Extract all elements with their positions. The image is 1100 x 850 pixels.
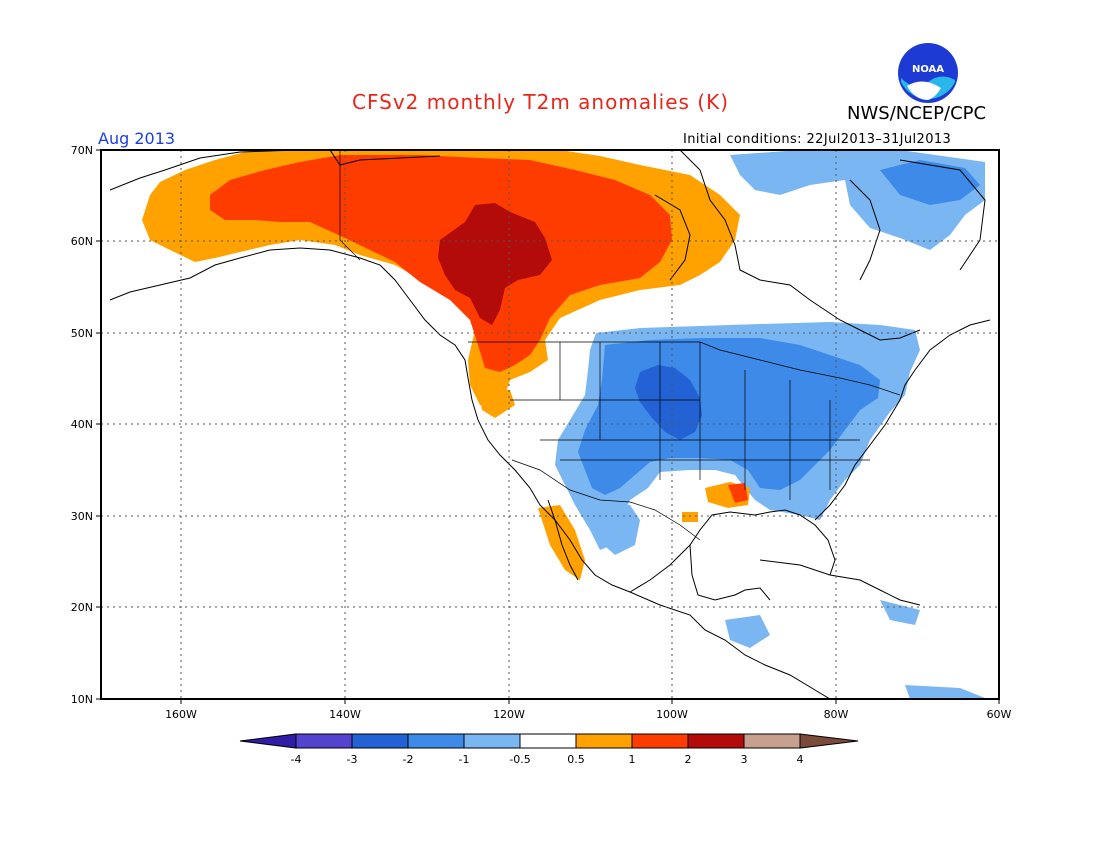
colorbar-segment <box>631 733 689 749</box>
colorbar-label: 4 <box>797 753 804 766</box>
lat-axis: 70N 60N 50N 40N 30N 20N 10N <box>71 144 101 706</box>
noaa-logo-icon: NOAA <box>898 43 958 103</box>
colorbar-label: 2 <box>685 753 692 766</box>
colorbar-label: 0.5 <box>567 753 585 766</box>
colorbar-label: -4 <box>291 753 302 766</box>
lon-label: 120W <box>493 708 525 721</box>
colorbar-segment <box>575 733 633 749</box>
colorbar-label: -0.5 <box>509 753 530 766</box>
lon-label: 100W <box>656 708 688 721</box>
lon-label: 60W <box>987 708 1012 721</box>
colorbar-label: -3 <box>347 753 358 766</box>
lon-axis: 160W 140W 120W 100W 80W 60W <box>165 699 1012 721</box>
colorbar-segment <box>295 733 353 749</box>
colorbar-label: 1 <box>629 753 636 766</box>
colorbar-low-arrow <box>239 733 297 749</box>
colorbar-label: -1 <box>459 753 470 766</box>
lat-label: 70N <box>71 144 93 157</box>
lon-label: 160W <box>165 708 197 721</box>
lat-label: 20N <box>71 601 93 614</box>
colorbar-high-arrow <box>799 733 859 749</box>
colorbar-segment <box>407 733 465 749</box>
political-borders <box>339 150 901 541</box>
lon-label: 140W <box>329 708 361 721</box>
lat-lon-grid <box>101 150 999 699</box>
svg-text:NOAA: NOAA <box>912 64 944 75</box>
colorbar-segment <box>463 733 521 749</box>
colorbar-segment <box>351 733 409 749</box>
colorbar-label: 3 <box>741 753 748 766</box>
canada-core-warm-region <box>438 203 552 325</box>
colorbar-segment <box>519 733 577 749</box>
colorbar <box>239 733 859 749</box>
coastlines <box>109 150 991 699</box>
colorbar-labels: -4 -3 -2 -1 -0.5 0.5 1 2 3 4 <box>291 753 804 766</box>
lat-label: 10N <box>71 693 93 706</box>
lat-label: 60N <box>71 235 93 248</box>
lon-label: 80W <box>824 708 849 721</box>
colorbar-segment <box>743 733 801 749</box>
lat-label: 50N <box>71 327 93 340</box>
initial-conditions: Initial conditions: 22Jul2013–31Jul2013 <box>683 132 952 147</box>
colorbar-label: -2 <box>403 753 414 766</box>
forecast-period: Aug 2013 <box>98 129 176 148</box>
colorbar-segment <box>687 733 745 749</box>
lat-label: 40N <box>71 418 93 431</box>
organization-label: NWS/NCEP/CPC <box>847 103 987 124</box>
plains-cool-region <box>635 365 702 440</box>
map-title: CFSv2 monthly T2m anomalies (K) <box>352 90 729 114</box>
anomaly-shading <box>142 150 985 699</box>
lat-label: 30N <box>71 510 93 523</box>
